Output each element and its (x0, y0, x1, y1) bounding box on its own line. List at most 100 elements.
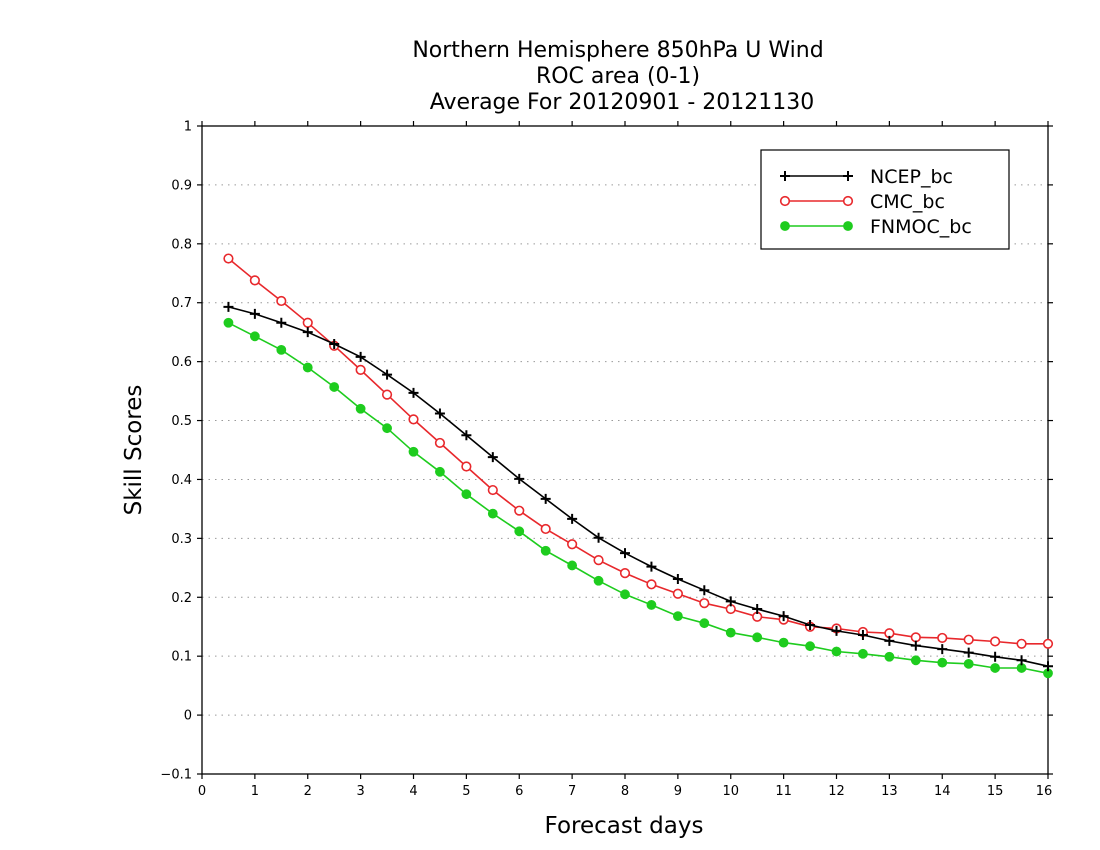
data-point (831, 646, 842, 657)
y-tick-label: −0.1 (160, 768, 192, 783)
data-point (540, 523, 551, 535)
data-point (434, 437, 446, 449)
data-point (963, 634, 974, 645)
data-point (487, 508, 498, 519)
data-point (223, 253, 234, 264)
x-tick-label: 7 (568, 784, 576, 799)
x-tick-label: 14 (934, 784, 951, 799)
data-point (567, 539, 578, 550)
y-tick-label: 0.1 (171, 650, 192, 665)
data-point (990, 636, 1001, 647)
x-tick-label: 0 (198, 784, 206, 799)
x-tick-label: 12 (828, 784, 845, 799)
y-tick-label: 0.4 (171, 473, 192, 488)
y-tick-label: 0 (184, 709, 192, 724)
data-point (514, 526, 525, 537)
data-point (276, 344, 287, 355)
data-point (567, 513, 578, 524)
y-tick-label: 1 (184, 120, 192, 135)
data-point (1043, 661, 1053, 672)
data-point (963, 658, 974, 669)
data-point (910, 640, 921, 651)
data-point (381, 389, 393, 400)
data-point (302, 362, 313, 373)
data-point (990, 651, 1001, 662)
x-tick-label: 13 (881, 784, 898, 799)
grid-lines (202, 184, 1048, 716)
data-point (699, 598, 710, 609)
data-point (699, 618, 710, 629)
data-point (672, 611, 683, 622)
x-tick-label: 11 (775, 784, 792, 799)
data-point (1016, 638, 1027, 649)
y-tick-label: 0.8 (171, 237, 192, 252)
data-point (329, 382, 340, 392)
legend-entry-cmc-bc: CMC_bc (779, 191, 945, 213)
x-tick-label: 3 (356, 784, 364, 799)
y-tick-label: 0.7 (171, 296, 192, 311)
y-tick-label: 0.3 (171, 532, 192, 547)
series-fnmoc-bc (223, 317, 1053, 679)
data-point (593, 532, 604, 543)
data-point (672, 574, 683, 585)
y-tick-label: 0.6 (171, 355, 192, 370)
series-line (227, 257, 1048, 645)
data-point (435, 466, 445, 477)
data-point (831, 625, 842, 636)
data-point (249, 275, 260, 286)
data-point (276, 295, 287, 307)
data-point (778, 611, 789, 622)
data-point (805, 641, 815, 652)
y-tick-label: 0.2 (171, 591, 192, 606)
data-point (249, 331, 260, 342)
data-point (223, 301, 234, 312)
data-point (725, 596, 736, 607)
data-point (884, 635, 895, 646)
x-tick-label: 6 (515, 784, 523, 799)
x-tick-label: 16 (1036, 784, 1053, 799)
data-point (355, 403, 366, 414)
data-point (355, 351, 366, 362)
data-point (725, 627, 736, 638)
data-point (1042, 638, 1054, 649)
data-point (884, 651, 895, 662)
data-point (857, 629, 868, 640)
data-point (329, 338, 340, 349)
legend-label: FNMOC_bc (870, 216, 972, 238)
data-point (514, 505, 525, 516)
x-tick-label: 10 (722, 784, 739, 799)
data-point (593, 575, 604, 586)
data-point (805, 619, 816, 630)
data-point (752, 632, 763, 643)
legend-label: NCEP_bc (870, 166, 953, 188)
data-point (223, 317, 234, 328)
y-axis-label: Skill Scores (121, 385, 147, 516)
data-point (249, 308, 260, 319)
legend-label: CMC_bc (870, 191, 945, 213)
data-point (514, 473, 525, 484)
data-point (910, 655, 921, 666)
data-point (540, 545, 551, 556)
data-point (910, 632, 921, 643)
series-ncep-bc (223, 301, 1053, 672)
data-point (408, 414, 419, 425)
data-point (487, 484, 498, 496)
y-tick-label: 0.5 (171, 414, 192, 429)
legend-marker (843, 171, 853, 181)
data-point (752, 604, 763, 615)
x-tick-label: 5 (462, 784, 470, 799)
data-point (937, 657, 948, 668)
data-point (408, 446, 419, 457)
data-point (487, 452, 498, 463)
data-point (302, 327, 313, 338)
legend-box (760, 149, 1010, 250)
x-tick-label: 4 (409, 784, 417, 799)
legend-entry-fnmoc-bc: FNMOC_bc (780, 216, 972, 238)
legend-entries: NCEP_bc CMC_bc FNMOC_bc (779, 166, 972, 238)
data-point (382, 369, 393, 380)
data-point (646, 561, 657, 572)
data-point (593, 555, 604, 566)
data-point (461, 489, 472, 500)
data-point (937, 644, 948, 655)
